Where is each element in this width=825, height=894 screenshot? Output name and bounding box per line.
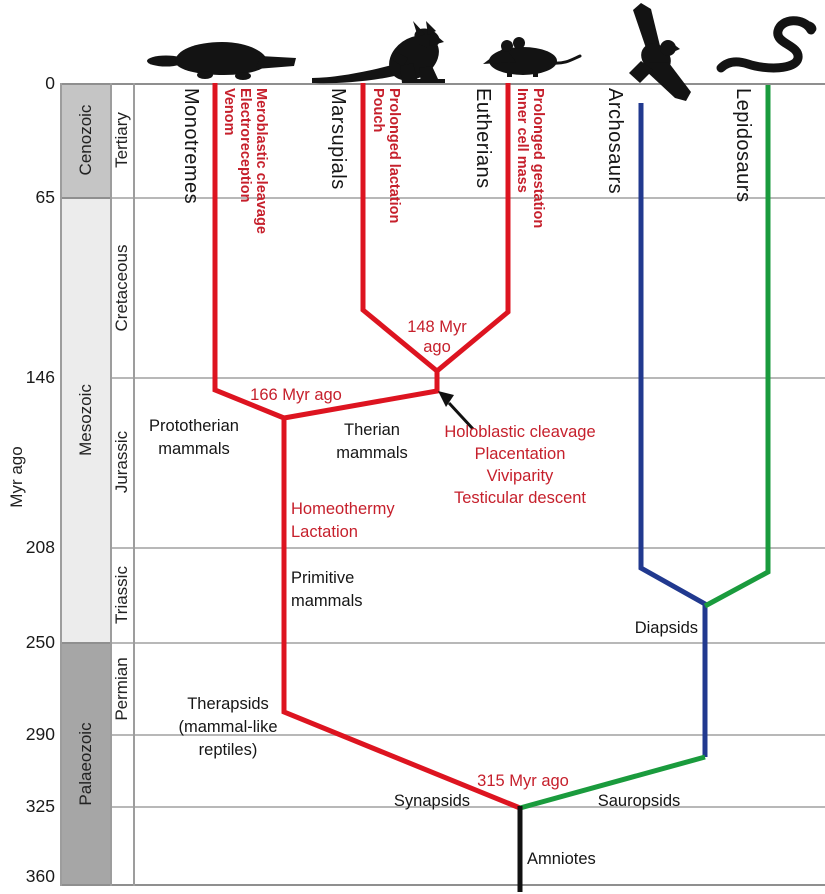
- node-label-148myr: 148 Myr ago: [407, 318, 467, 356]
- era-period-border: [110, 83, 112, 886]
- lepidosaur-branch: [703, 85, 771, 609]
- tick-250: 250: [25, 632, 55, 652]
- monotreme-traits: Venom Electroreception Meroblastic cleav…: [221, 88, 269, 234]
- clade-label-therian: Therian mammals: [336, 421, 408, 462]
- clade-label-primitive: Primitive mammals: [291, 569, 363, 610]
- era-box-mesozoic: [61, 198, 110, 643]
- era-divider-250: [60, 642, 110, 644]
- eutherian-branch: [435, 83, 511, 373]
- axis-left-border: [60, 83, 62, 886]
- platypus-icon: [147, 42, 296, 80]
- snake-icon: [716, 16, 817, 73]
- gridline-250: [110, 642, 825, 644]
- clade-label-synapsids: Synapsids: [393, 792, 471, 810]
- lineage-label-archosaurs: Archosaurs: [604, 88, 626, 195]
- marsupial-traits: Pouch Prolonged lactation: [370, 88, 402, 224]
- sauropsid-branch: [519, 754, 706, 811]
- monotreme-branch: [212, 83, 285, 421]
- bird-icon: [629, 3, 691, 101]
- clade-label-diapsids: Diapsids: [634, 619, 698, 637]
- clade-label-prototherian: Prototherian mammals: [149, 417, 239, 458]
- clade-label-sauropsids: Sauropsids: [597, 792, 681, 810]
- gridline-65: [110, 197, 825, 199]
- lineage-label-lepidosaurs: Lepidosaurs: [732, 88, 754, 203]
- plot-bottom-border: [60, 884, 825, 886]
- clade-label-amniotes: Amniotes: [527, 850, 596, 868]
- archosaur-branch: [638, 103, 708, 757]
- era-box-cenozoic: [61, 84, 110, 198]
- kangaroo-icon: [312, 21, 445, 84]
- mammal-trait-list: Homeothermy Lactation: [291, 500, 395, 541]
- tick-325: 325: [25, 796, 55, 816]
- tick-360: 360: [25, 866, 55, 886]
- mouse-icon: [483, 37, 582, 77]
- tick-208: 208: [25, 537, 55, 557]
- lineage-label-monotremes: Monotremes: [180, 88, 202, 205]
- lineage-label-marsupials: Marsupials: [327, 88, 349, 190]
- era-divider-65: [60, 197, 110, 199]
- mammal-stem-branch: [281, 369, 521, 811]
- plot-top-border: [60, 83, 825, 85]
- marsupial-branch: [360, 83, 439, 373]
- therian-trait-list: Holoblastic cleavage Placentation Vivipa…: [444, 423, 596, 507]
- gridline-208: [110, 547, 825, 549]
- lineage-label-eutherians: Eutherians: [472, 88, 494, 189]
- gridline-325: [110, 806, 825, 808]
- clade-label-therapsids: Therapsids (mammal-like reptiles): [178, 695, 278, 759]
- gridline-290: [110, 734, 825, 736]
- tick-146: 146: [25, 367, 55, 387]
- tick-0: 0: [45, 73, 55, 93]
- therian-node-arrow: [438, 391, 475, 431]
- era-box-palaeozoic: [61, 643, 110, 885]
- gridline-146: [110, 377, 825, 379]
- node-label-315myr: 315 Myr ago: [477, 772, 569, 790]
- eutherian-traits: Inner cell mass Prolonged gestation: [514, 88, 546, 229]
- tick-290: 290: [25, 724, 55, 744]
- period-plot-border: [133, 83, 135, 886]
- tick-65: 65: [35, 187, 55, 207]
- node-label-166myr: 166 Myr ago: [250, 386, 342, 404]
